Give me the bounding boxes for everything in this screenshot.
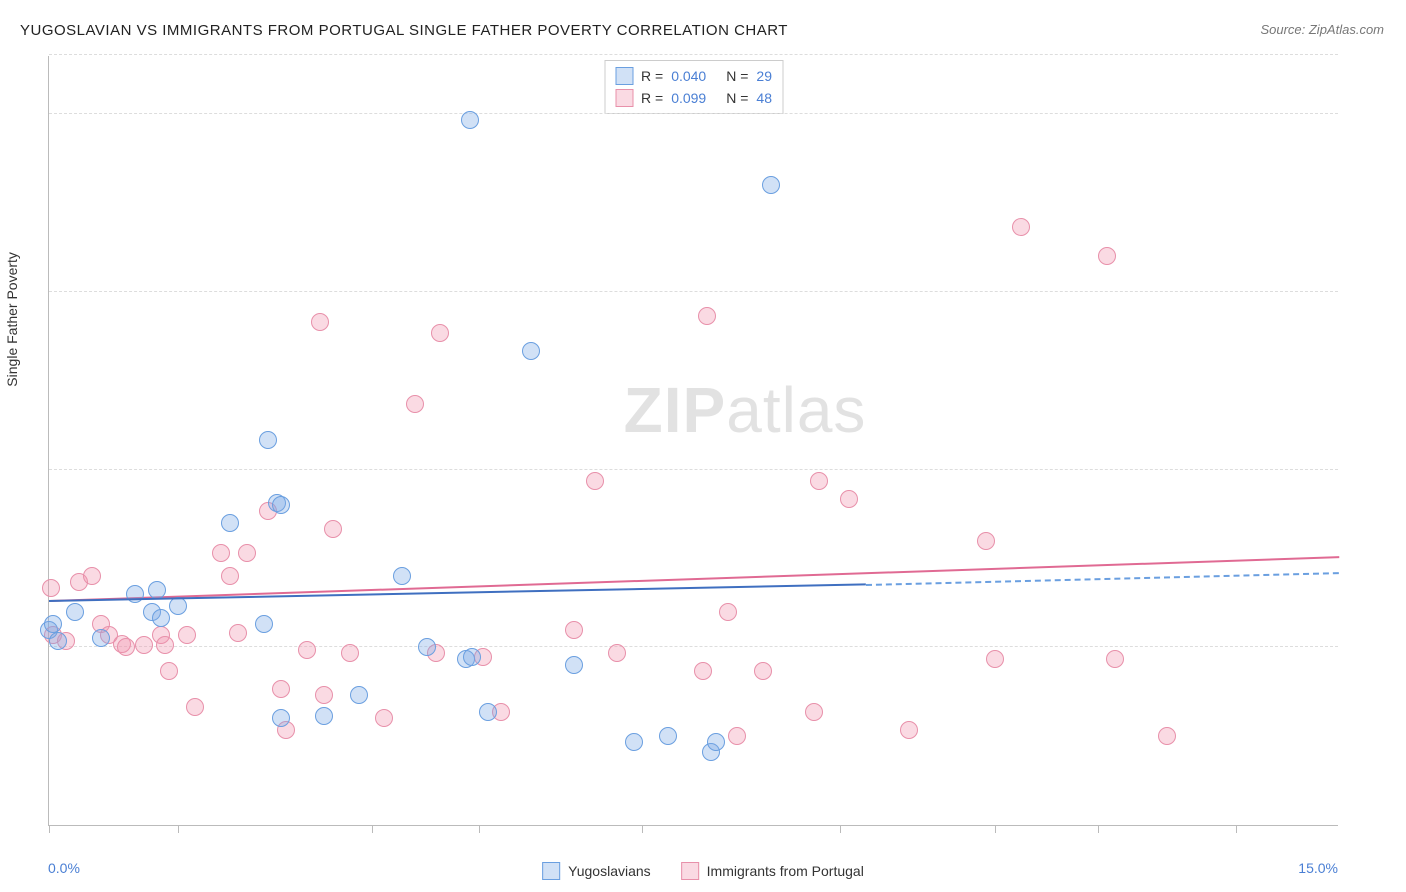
legend-row-port: R = 0.099 N = 48 <box>615 87 772 109</box>
scatter-point-yugo <box>393 567 411 585</box>
chart-title: YUGOSLAVIAN VS IMMIGRANTS FROM PORTUGAL … <box>20 22 788 39</box>
x-tick <box>49 825 50 833</box>
scatter-point-port <box>586 472 604 490</box>
x-axis-max-label: 15.0% <box>1298 860 1338 876</box>
scatter-point-port <box>900 721 918 739</box>
scatter-point-port <box>1106 650 1124 668</box>
scatter-point-yugo <box>272 709 290 727</box>
scatter-point-port <box>986 650 1004 668</box>
scatter-point-yugo <box>92 629 110 647</box>
gridline <box>49 291 1338 292</box>
scatter-point-yugo <box>463 648 481 666</box>
scatter-point-port <box>754 662 772 680</box>
scatter-point-yugo <box>707 733 725 751</box>
gridline <box>49 646 1338 647</box>
x-tick <box>479 825 480 833</box>
scatter-point-port <box>728 727 746 745</box>
y-axis-title: Single Father Poverty <box>4 252 20 387</box>
legend-row-yugo: R = 0.040 N = 29 <box>615 65 772 87</box>
scatter-point-port <box>977 532 995 550</box>
scatter-point-yugo <box>659 727 677 745</box>
scatter-point-port <box>840 490 858 508</box>
legend-item-yugo: Yugoslavians <box>542 862 651 880</box>
scatter-point-yugo <box>259 431 277 449</box>
swatch-port <box>615 89 633 107</box>
scatter-point-port <box>1098 247 1116 265</box>
scatter-point-yugo <box>522 342 540 360</box>
scatter-point-yugo <box>272 496 290 514</box>
x-tick <box>995 825 996 833</box>
scatter-point-port <box>221 567 239 585</box>
scatter-point-yugo <box>44 615 62 633</box>
scatter-point-yugo <box>418 638 436 656</box>
scatter-point-yugo <box>169 597 187 615</box>
scatter-point-port <box>608 644 626 662</box>
scatter-point-port <box>311 313 329 331</box>
scatter-point-yugo <box>152 609 170 627</box>
trend-line-ext-yugo <box>866 572 1339 586</box>
scatter-point-yugo <box>625 733 643 751</box>
scatter-point-port <box>406 395 424 413</box>
series-legend: Yugoslavians Immigrants from Portugal <box>542 862 864 880</box>
legend-item-port: Immigrants from Portugal <box>681 862 864 880</box>
gridline <box>49 54 1338 55</box>
scatter-point-port <box>42 579 60 597</box>
scatter-point-port <box>238 544 256 562</box>
scatter-point-port <box>315 686 333 704</box>
x-tick <box>1098 825 1099 833</box>
x-tick <box>642 825 643 833</box>
scatter-point-port <box>341 644 359 662</box>
x-axis-min-label: 0.0% <box>48 860 80 876</box>
swatch-yugo <box>615 67 633 85</box>
correlation-legend: R = 0.040 N = 29 R = 0.099 N = 48 <box>604 60 783 114</box>
scatter-point-port <box>186 698 204 716</box>
scatter-point-port <box>810 472 828 490</box>
gridline <box>49 469 1338 470</box>
scatter-point-port <box>83 567 101 585</box>
x-tick <box>372 825 373 833</box>
x-tick <box>178 825 179 833</box>
source-attribution: Source: ZipAtlas.com <box>1260 22 1384 37</box>
watermark: ZIPatlas <box>624 373 867 447</box>
scatter-point-port <box>1012 218 1030 236</box>
x-tick <box>840 825 841 833</box>
scatter-point-yugo <box>49 632 67 650</box>
scatter-point-port <box>117 638 135 656</box>
scatter-point-port <box>135 636 153 654</box>
scatter-point-port <box>694 662 712 680</box>
scatter-point-port <box>1158 727 1176 745</box>
x-tick <box>1236 825 1237 833</box>
scatter-point-port <box>298 641 316 659</box>
scatter-point-port <box>565 621 583 639</box>
scatter-point-yugo <box>479 703 497 721</box>
scatter-point-yugo <box>565 656 583 674</box>
scatter-point-port <box>272 680 290 698</box>
scatter-point-yugo <box>221 514 239 532</box>
scatter-point-yugo <box>255 615 273 633</box>
scatter-point-port <box>156 636 174 654</box>
scatter-point-port <box>160 662 178 680</box>
scatter-point-yugo <box>66 603 84 621</box>
scatter-point-port <box>698 307 716 325</box>
scatter-point-port <box>212 544 230 562</box>
scatter-point-yugo <box>315 707 333 725</box>
scatter-point-port <box>324 520 342 538</box>
scatter-point-port <box>178 626 196 644</box>
scatter-point-port <box>229 624 247 642</box>
swatch-yugo-icon <box>542 862 560 880</box>
scatter-point-yugo <box>762 176 780 194</box>
gridline <box>49 113 1338 114</box>
scatter-point-port <box>719 603 737 621</box>
scatter-point-yugo <box>350 686 368 704</box>
scatter-point-port <box>805 703 823 721</box>
scatter-point-port <box>375 709 393 727</box>
swatch-port-icon <box>681 862 699 880</box>
scatter-point-port <box>431 324 449 342</box>
plot-area: ZIPatlas R = 0.040 N = 29 R = 0.099 N = … <box>48 56 1338 826</box>
scatter-point-yugo <box>461 111 479 129</box>
